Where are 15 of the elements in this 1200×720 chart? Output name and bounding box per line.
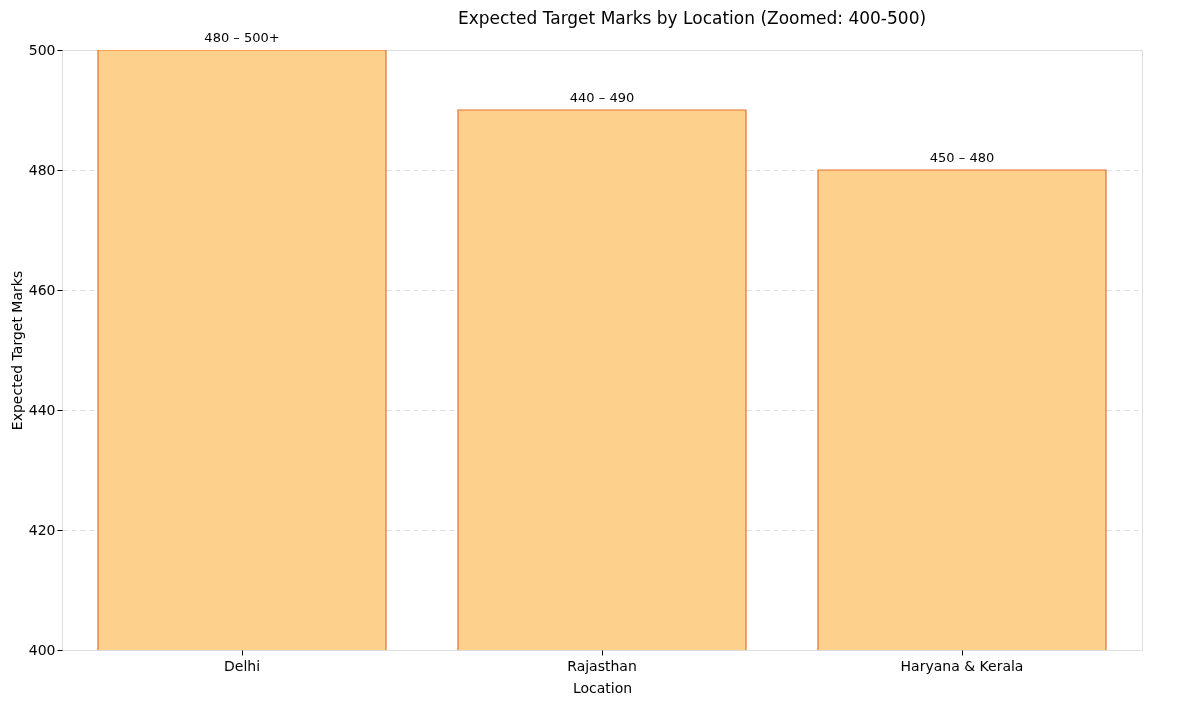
- y-tick-label: 420: [28, 521, 56, 538]
- y-tick-label: 460: [28, 281, 56, 298]
- y-tick-label: 500: [28, 41, 56, 58]
- x-tick-label: Rajasthan: [567, 657, 637, 674]
- y-tick-label: 400: [28, 641, 56, 658]
- y-tick-label: 440: [28, 401, 56, 418]
- y-tick-label: 480: [28, 161, 56, 178]
- x-tick-label: Haryana & Kerala: [900, 657, 1024, 674]
- chart-title: Expected Target Marks by Location (Zoomed: 400-500): [457, 8, 927, 28]
- y-axis-title: Expected Target Marks: [8, 270, 25, 431]
- x-tick-label: Delhi: [223, 657, 261, 674]
- annotation: 450 – 480: [929, 150, 995, 165]
- x-axis-title: Location: [572, 679, 633, 696]
- annotation: 480 – 500+: [204, 30, 280, 45]
- annotation: 440 – 490: [569, 90, 635, 105]
